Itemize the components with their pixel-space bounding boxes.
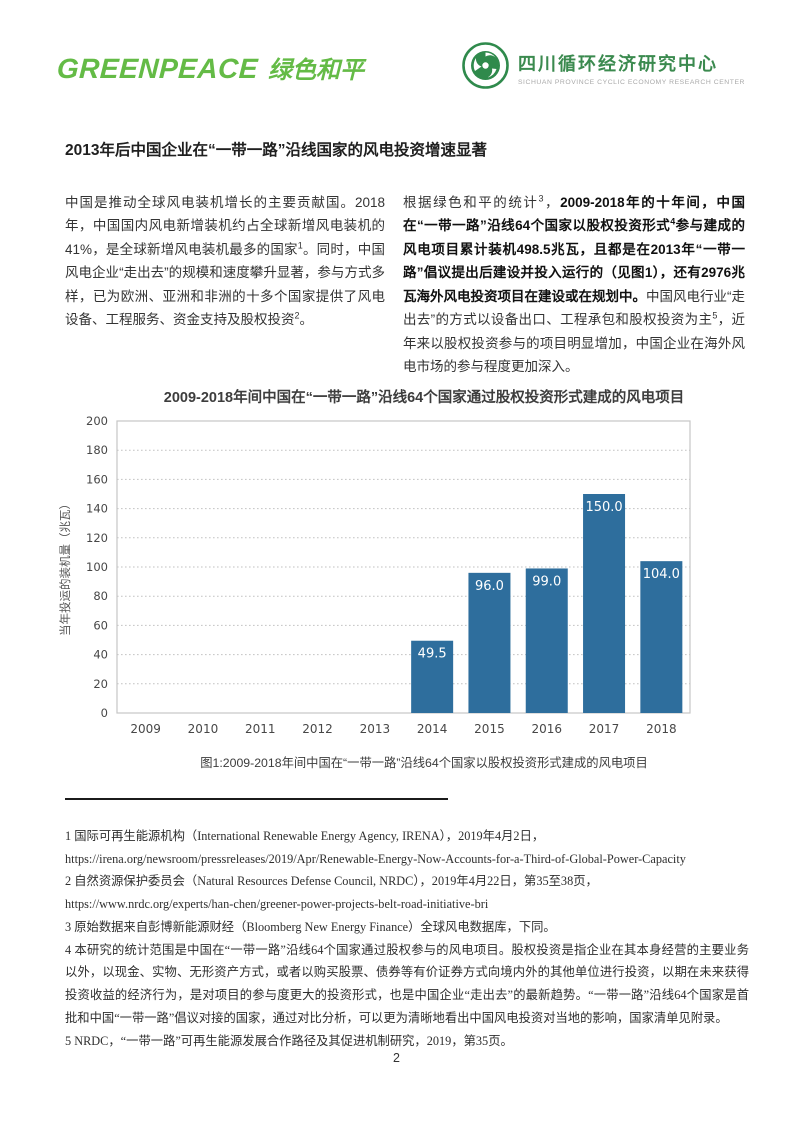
footnote: 2 自然资源保护委员会（Natural Resources Defense Co… <box>65 870 749 915</box>
research-center-subtitle: SICHUAN PROVINCE CYCLIC ECONOMY RESEARCH… <box>517 79 745 86</box>
text-run: 参与建成的风电项目累计装机498.5兆瓦，且都是在2013年“一带一路”倡议提出… <box>403 218 746 304</box>
plot-border <box>116 420 691 714</box>
bar-2014 <box>411 640 454 713</box>
x-axis-tick: 2010 <box>188 722 219 736</box>
x-axis-tick: 2018 <box>646 722 677 736</box>
y-axis-tick: 100 <box>86 560 108 574</box>
research-center-seal-icon <box>462 42 509 94</box>
footnote-section: 1 国际可再生能源机构（International Renewable Ener… <box>65 798 749 1052</box>
footnote-url[interactable]: https://irena.org/newsroom/pressreleases… <box>65 851 686 866</box>
greenpeace-logo-latin: GREENPEACE <box>56 53 259 84</box>
footnote: 4 本研究的统计范围是中国在“一带一路”沿线64个国家通过股权参与的风电项目。股… <box>65 939 749 1030</box>
y-axis-tick: 80 <box>93 589 108 603</box>
y-axis-tick: 140 <box>86 502 108 516</box>
body-paragraph-right: 根据绿色和平的统计3，2009-2018年的十年间，中国在“一带一路”沿线64个… <box>403 191 745 379</box>
y-axis-tick: 0 <box>101 706 108 720</box>
x-axis-tick: 2013 <box>360 722 391 736</box>
bar-2018 <box>640 561 683 713</box>
text-run: 。同时，中国风电企业“走出去”的规模和速度攀升显著，参与方式多样，已为欧洲、亚洲… <box>65 241 385 328</box>
footnote-text: 3 原始数据来自彭博新能源财经（Bloomberg New Energy Fin… <box>65 919 556 934</box>
x-axis-tick: 2017 <box>589 722 620 736</box>
footnote-ref-superscript: 5 <box>712 310 718 321</box>
footnote-text: 2 自然资源保护委员会（Natural Resources Defense Co… <box>65 874 598 889</box>
bar-value-label: 49.5 <box>418 647 447 662</box>
bar-value-label: 96.0 <box>475 579 504 594</box>
x-axis-tick: 2016 <box>531 722 562 736</box>
greenpeace-logo: GREENPEACE 绿色和平 <box>56 42 365 85</box>
footnote-ref-superscript: 3 <box>538 193 544 204</box>
page-header: GREENPEACE 绿色和平 四川循环经济研究中心 SICHUA <box>56 42 745 94</box>
bar-2017 <box>583 494 626 713</box>
body-columns: 中国是推动全球风电装机增长的主要贡献国。2018年，中国国内风电新增装机约占全球… <box>65 191 745 379</box>
text-run: ， <box>543 195 561 210</box>
x-axis-tick: 2009 <box>130 722 161 736</box>
body-paragraph-left: 中国是推动全球风电装机增长的主要贡献国。2018年，中国国内风电新增装机约占全球… <box>65 191 385 379</box>
bar-2016 <box>525 568 568 713</box>
text-run: 中国是推动全球风电装机增长的主要贡献国。2018年，中国国内风电新增装机约占全球… <box>65 195 385 257</box>
bar-value-label: 150.0 <box>585 500 622 515</box>
y-axis-tick: 120 <box>86 531 108 545</box>
research-center-title: 四川循环经济研究中心 <box>517 54 718 74</box>
x-axis-tick: 2011 <box>245 722 276 736</box>
bar-chart-canvas: 0 20 40 60 80 100 120 140 160 180 200 2009 2010 2011 2… <box>58 414 691 736</box>
y-axis-tick: 200 <box>86 414 108 428</box>
footnote-text: 5 NRDC，“一带一路”可再生能源发展合作路径及其促进机制研究，2019，第3… <box>65 1033 513 1048</box>
footnotes: 1 国际可再生能源机构（International Renewable Ener… <box>65 825 749 1052</box>
text-run: 中国风电行业“走出去”的方式以设备出口、工程承包和股权投资为主 <box>403 288 745 328</box>
y-axis-tick: 20 <box>93 677 108 691</box>
chart-title: 2009-2018年间中国在“一带一路”沿线64个国家通过股权投资形式建成的风电… <box>163 390 685 406</box>
y-axis-tick: 160 <box>86 472 108 486</box>
y-axis-tick: 60 <box>93 618 108 632</box>
x-axis-tick: 2014 <box>417 722 448 736</box>
footnote-text: 4 本研究的统计范围是中国在“一带一路”沿线64个国家通过股权参与的风电项目。股… <box>65 942 749 1025</box>
footnote: 5 NRDC，“一带一路”可再生能源发展合作路径及其促进机制研究，2019，第3… <box>65 1030 749 1053</box>
text-run: 2009-2018年的十年间，中国在“一带一路”沿线64个国家以股权投资形式 <box>403 195 746 234</box>
footnote: 3 原始数据来自彭博新能源财经（Bloomberg New Energy Fin… <box>65 916 749 939</box>
footnote-ref-superscript: 1 <box>297 240 303 251</box>
text-run: 根据绿色和平的统计 <box>403 195 539 210</box>
footnote-url[interactable]: https://www.nrdc.org/experts/han-chen/gr… <box>65 897 489 912</box>
figure-1: 2009-2018年间中国在“一带一路”沿线64个国家通过股权投资形式建成的风电… <box>54 386 748 771</box>
bar-2015 <box>468 572 511 713</box>
x-axis-tick: 2012 <box>302 722 333 736</box>
y-axis-tick: 40 <box>93 648 108 662</box>
y-axis-title: 当年投运的装机量（兆瓦） <box>58 498 72 636</box>
footnote-ref-superscript: 4 <box>670 216 676 227</box>
research-center-name: 四川循环经济研究中心 SICHUAN PROVINCE CYCLIC ECONO… <box>518 50 745 86</box>
footnote-divider <box>65 798 448 800</box>
y-axis-tick: 180 <box>86 443 108 457</box>
x-axis-tick: 2015 <box>474 722 505 736</box>
footnote: 1 国际可再生能源机构（International Renewable Ener… <box>65 825 749 870</box>
article-heading: 2013年后中国企业在“一带一路”沿线国家的风电投资增速显著 <box>65 142 487 159</box>
figure-caption: 图1:2009-2018年间中国在“一带一路”沿线64个国家以股权投资形式建成的… <box>200 756 648 770</box>
text-run: 。 <box>299 312 314 328</box>
bar-chart: 0 20 40 60 80 100 120 140 160 180 200 2009 2010 2011 2… <box>54 413 748 750</box>
footnote-ref-superscript: 2 <box>294 310 300 321</box>
bar-value-label: 104.0 <box>643 567 680 582</box>
text-run: ，近年来以股权投资参与的项目明显增加，中国企业在海外风电市场的参与程度更加深入。 <box>403 312 746 375</box>
bar-value-label: 99.0 <box>532 574 561 589</box>
footnote-text: 1 国际可再生能源机构（International Renewable Ener… <box>65 829 545 843</box>
page-number: 2 <box>393 1051 400 1065</box>
greenpeace-logo-chinese: 绿色和平 <box>268 57 365 84</box>
research-center-logo: 四川循环经济研究中心 SICHUAN PROVINCE CYCLIC ECONO… <box>462 42 745 94</box>
